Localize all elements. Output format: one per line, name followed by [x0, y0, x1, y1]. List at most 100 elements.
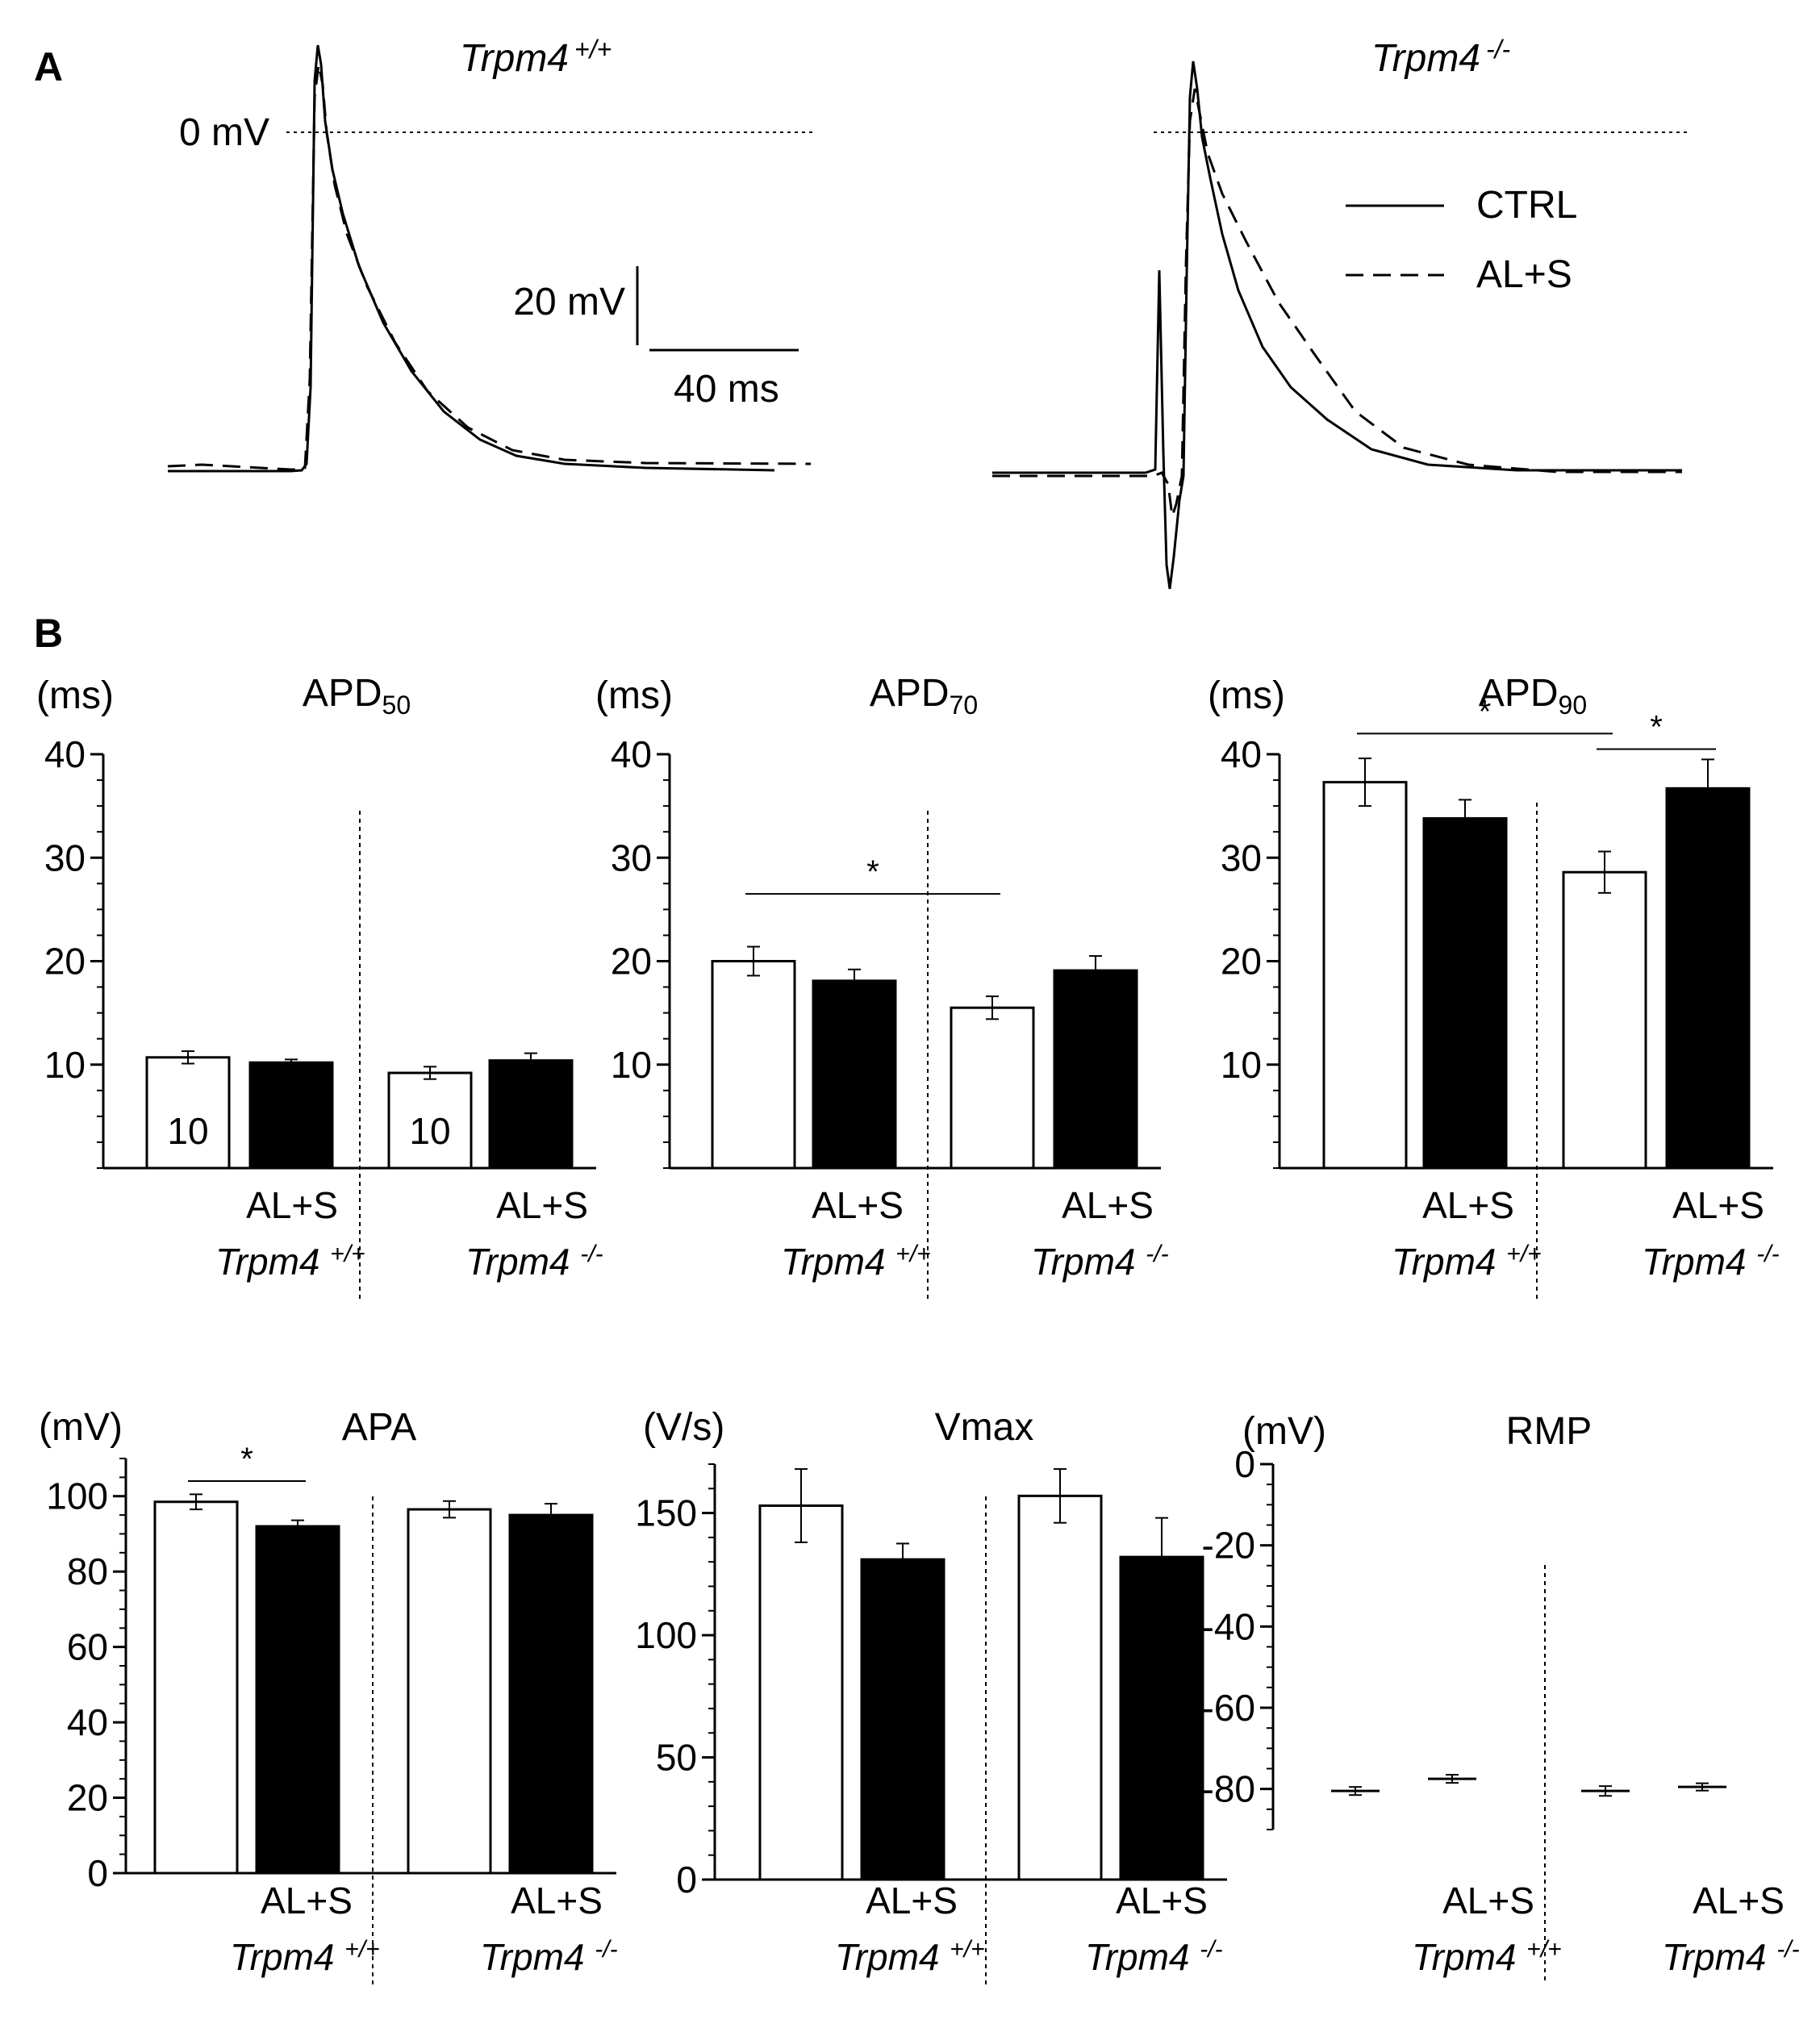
vmax-genotype-label: Trpm4 -/-: [1085, 1936, 1223, 1978]
apd70-bar: [950, 1006, 1035, 1170]
rmp-tick-label: -40: [1202, 1605, 1255, 1647]
vmax-tick-label: 50: [656, 1737, 697, 1779]
vmax-genotype-label: Trpm4 +/+: [835, 1936, 985, 1978]
scale-voltage-label: 20 mV: [513, 281, 625, 323]
ko-als-trace: [992, 88, 1682, 517]
apd70-treatment-label: AL+S: [1062, 1184, 1154, 1226]
apd70-tick-label: 20: [611, 941, 652, 983]
apa-unit-label: (mV): [39, 1406, 123, 1449]
vmax-bar: [758, 1504, 844, 1881]
apd90-genotype-label: Trpm4 +/+: [1392, 1241, 1542, 1283]
ko-trace-title: Trpm4: [1371, 37, 1480, 80]
apd50-tick-label: 30: [44, 837, 86, 878]
apd90-significance-star: *: [1479, 694, 1492, 729]
apa-significance-star: *: [240, 1442, 253, 1477]
panel-a: A Trpm4 +/+ Trpm4 -/- 0 mV 20 mV 40 ms C…: [34, 35, 1690, 590]
chart-rmp: (mV) RMP 0 -20 -40 -60 -80 AL+S Trpm4 +/+ AL+S Trp…: [1202, 1410, 1800, 1984]
apd70-genotype-label: Trpm4 -/-: [1031, 1241, 1169, 1283]
rmp-tick-label: 0: [1234, 1443, 1255, 1485]
apd90-genotype-label: Trpm4 -/-: [1642, 1241, 1780, 1283]
ko-trace-genotype: -/-: [1486, 35, 1510, 64]
apa-tick-label: 100: [46, 1475, 108, 1517]
apd50-bar: [488, 1059, 574, 1170]
apd70-unit-label: (ms): [595, 674, 673, 717]
chart-apa: (mV) APA 0 20 40 60 80 100 * AL+S Trpm4 +/+ AL+S Trp…: [39, 1406, 618, 1984]
rmp-tick-label: -80: [1202, 1768, 1255, 1810]
apd50-tick-label: 10: [44, 1044, 86, 1086]
apd50-genotype-label: Trpm4 -/-: [465, 1241, 603, 1283]
vmax-unit-label: (V/s): [643, 1406, 724, 1449]
vmax-tick-label: 0: [676, 1859, 697, 1901]
apd50-unit-label: (ms): [36, 674, 114, 717]
zero-mv-label: 0 mV: [179, 111, 269, 154]
apd70-bar: [1053, 969, 1138, 1170]
rmp-treatment-label: AL+S: [1442, 1880, 1534, 1922]
apd70-tick-label: 40: [611, 733, 652, 775]
chart-apd70: (ms) APD70 10 20 30 40 * AL+S Trpm4 +/+ AL+S Trpm4…: [595, 672, 1169, 1299]
rmp-tick-label: -20: [1202, 1525, 1255, 1567]
rmp-genotype-label: Trpm4 -/-: [1662, 1936, 1800, 1978]
rmp-title: RMP: [1506, 1410, 1592, 1453]
legend-ctrl-label: CTRL: [1476, 184, 1577, 227]
apd70-title: APD70: [870, 672, 978, 720]
apd70-bar: [812, 979, 897, 1170]
chart-apd90: (ms) APD90 10 20 30 40 * * AL+S Trpm4 +/+ AL+S Trpm…: [1208, 672, 1780, 1299]
apd50-treatment-label: AL+S: [496, 1184, 588, 1226]
vmax-bar: [1017, 1494, 1103, 1881]
apa-tick-label: 80: [67, 1550, 108, 1592]
apd70-significance-star: *: [866, 854, 879, 890]
apd90-title: APD90: [1479, 672, 1587, 720]
apd90-bar: [1665, 787, 1751, 1170]
wt-trace-title: Trpm4: [460, 37, 569, 80]
apa-title: APA: [342, 1406, 416, 1449]
apa-tick-label: 60: [67, 1626, 108, 1668]
scale-time-label: 40 ms: [674, 368, 779, 411]
apd50-title: APD50: [303, 672, 411, 720]
apa-tick-label: 0: [87, 1852, 108, 1894]
apd70-treatment-label: AL+S: [812, 1184, 904, 1226]
apa-genotype-label: Trpm4 -/-: [480, 1936, 618, 1978]
apd50-n-label: 10: [409, 1110, 450, 1152]
rmp-unit-label: (mV): [1242, 1410, 1326, 1453]
apa-bar: [153, 1500, 239, 1875]
apd90-unit-label: (ms): [1208, 674, 1285, 717]
wt-ctrl-trace: [168, 44, 775, 473]
vmax-treatment-label: AL+S: [866, 1880, 958, 1922]
apa-bar: [508, 1513, 594, 1875]
apd90-tick-label: 30: [1221, 837, 1262, 878]
rmp-genotype-label: Trpm4 +/+: [1412, 1936, 1562, 1978]
apd50-n-label: 10: [510, 1110, 551, 1152]
apd50-n-label: 10: [167, 1110, 208, 1152]
vmax-bar: [1119, 1555, 1204, 1881]
apd50-treatment-label: AL+S: [246, 1184, 338, 1226]
apd70-tick-label: 10: [611, 1044, 652, 1086]
apd90-bar: [1562, 870, 1647, 1170]
chart-vmax: (V/s) Vmax 0 50 100 150 AL+S Trpm4 +/+ AL+S Trpm4…: [635, 1406, 1227, 1984]
chart-apd50: (ms) APD50 10 20 30 40 10 12 10 10 AL+S Trpm4 +/+ AL…: [36, 672, 603, 1299]
apd90-treatment-label: AL+S: [1422, 1184, 1514, 1226]
apd50-genotype-label: Trpm4 +/+: [215, 1241, 365, 1283]
apa-genotype-label: Trpm4 +/+: [230, 1936, 380, 1978]
panel-b-label: B: [34, 611, 63, 656]
wt-trace-genotype: +/+: [574, 35, 612, 64]
apd70-genotype-label: Trpm4 +/+: [781, 1241, 931, 1283]
apa-treatment-label: AL+S: [261, 1880, 353, 1922]
apd50-tick-label: 20: [44, 941, 86, 983]
apd90-treatment-label: AL+S: [1672, 1184, 1764, 1226]
apd50-tick-label: 40: [44, 733, 86, 775]
vmax-treatment-label: AL+S: [1116, 1880, 1208, 1922]
apd90-tick-label: 20: [1221, 941, 1262, 983]
rmp-treatment-label: AL+S: [1693, 1880, 1785, 1922]
apa-tick-label: 20: [67, 1777, 108, 1819]
apa-bar: [407, 1508, 492, 1875]
apd70-bar: [711, 960, 796, 1170]
vmax-bar: [860, 1558, 945, 1881]
apd90-tick-label: 40: [1221, 733, 1262, 775]
apd50-bar: [387, 1071, 473, 1170]
apd90-tick-label: 10: [1221, 1044, 1262, 1086]
vmax-title: Vmax: [935, 1406, 1034, 1449]
apa-treatment-label: AL+S: [511, 1880, 603, 1922]
vmax-tick-label: 150: [635, 1492, 697, 1534]
ko-ctrl-trace: [992, 61, 1682, 590]
